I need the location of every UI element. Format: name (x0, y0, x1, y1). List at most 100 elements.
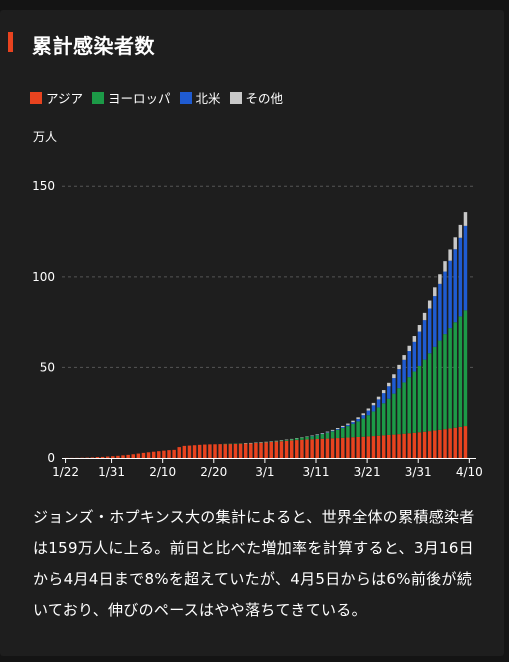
bar-segment (438, 283, 442, 341)
bar-segment (295, 440, 299, 458)
bar-segment (438, 340, 442, 430)
bar-segment (443, 271, 447, 335)
bar-segment (407, 345, 411, 352)
x-tick-label: 2/20 (200, 465, 227, 479)
bar-segment (351, 422, 355, 424)
bar-segment (351, 423, 355, 438)
bar-segment (453, 237, 457, 250)
bar-segment (315, 435, 319, 440)
y-axis-unit-label: 万人 (33, 130, 58, 144)
bar-segment (320, 433, 325, 434)
bar-segment (126, 454, 130, 458)
bar-segment (249, 443, 253, 458)
bar-segment (427, 353, 432, 432)
bar-segment (376, 399, 381, 408)
bar-segment (95, 457, 100, 458)
bar-segment (392, 393, 396, 435)
bar-segment (90, 457, 95, 458)
bar-segment (300, 437, 304, 440)
bar-segment (330, 429, 335, 431)
bar-segment (458, 237, 463, 317)
bar-segment (228, 443, 233, 458)
bar-segment (427, 431, 432, 458)
x-tick-label: 1/31 (98, 465, 125, 479)
y-tick-label: 50 (40, 360, 55, 374)
bar-segment (177, 447, 181, 458)
bar-segment (330, 438, 335, 458)
bar-segment (361, 415, 365, 419)
bar-segment (443, 261, 447, 272)
legend-item-europe: ヨーロッパ (92, 88, 171, 107)
bar-segment (407, 377, 411, 434)
legend-swatch-north-america (179, 91, 192, 104)
x-tick-label: 4/10 (456, 465, 483, 479)
bar-segment (371, 411, 376, 437)
bar-segment (315, 434, 319, 435)
bar-segment (197, 444, 202, 458)
bar-segment (346, 426, 350, 438)
bar-segment (433, 346, 437, 431)
bar-segment (300, 439, 304, 458)
bar-segment (356, 421, 360, 437)
bar-segment (407, 433, 411, 458)
x-tick-label: 3/21 (354, 465, 381, 479)
bar-segment (346, 423, 350, 425)
bar-segment (458, 224, 463, 238)
bar-segment (284, 439, 289, 441)
legend-swatch-europe (92, 91, 105, 104)
bar-segment (397, 369, 401, 389)
legend-label-other: その他 (245, 91, 284, 106)
bar-segment (402, 433, 406, 458)
y-tick-label: 150 (32, 179, 55, 193)
bar-segment (213, 444, 217, 458)
bar-segment (412, 371, 417, 433)
bar-segment (387, 398, 391, 435)
bar-segment (100, 456, 105, 458)
bar-segment (335, 429, 340, 439)
bar-segment (412, 341, 417, 372)
bar-segment (458, 316, 463, 427)
bar-segment (463, 310, 468, 427)
bar-segment (438, 429, 442, 458)
bar-segment (453, 249, 457, 323)
bar-segment (397, 434, 401, 458)
chart-caption: ジョンズ・ホプキンス大の集計によると、世界全体の累積感染者は159万人に上る。前… (33, 508, 475, 619)
bar-segment (376, 435, 381, 458)
bar-segment (376, 407, 381, 436)
bar-segment (341, 425, 345, 428)
bar-segment (131, 454, 135, 458)
bar-segment (351, 437, 355, 458)
bar-segment (218, 444, 222, 458)
bar-segment (463, 225, 468, 311)
bar-segment (443, 334, 447, 430)
bar-segment (320, 438, 325, 458)
bar-segment (381, 390, 386, 394)
bar-segment (376, 396, 381, 400)
bar-segment (448, 328, 452, 429)
bar-segment (361, 413, 365, 416)
bar-segment (279, 440, 284, 442)
bar-segment (162, 450, 166, 458)
bar-segment (284, 440, 289, 458)
bar-segment (361, 418, 365, 437)
bar-segment (412, 432, 417, 458)
bar-segment (397, 388, 401, 435)
bar-segment (121, 455, 125, 458)
bar-segment (371, 436, 376, 458)
bar-segment (238, 443, 243, 458)
legend-label-north-america: 北米 (195, 91, 221, 106)
bar-segment (289, 440, 294, 458)
legend-item-north-america: 北米 (179, 88, 221, 107)
bar-segment (325, 431, 330, 433)
legend-label-asia: アジア (46, 91, 84, 106)
x-tick-label: 2/10 (149, 465, 176, 479)
bar-segment (402, 359, 406, 383)
bar-segment (427, 300, 432, 309)
legend-item-asia: アジア (30, 88, 83, 107)
bar-segment (417, 365, 422, 433)
bar-segment (417, 331, 422, 366)
bar-segment (157, 451, 161, 458)
bar-segment (105, 456, 110, 458)
bar-segment (259, 442, 263, 458)
bar-segment (325, 438, 330, 458)
